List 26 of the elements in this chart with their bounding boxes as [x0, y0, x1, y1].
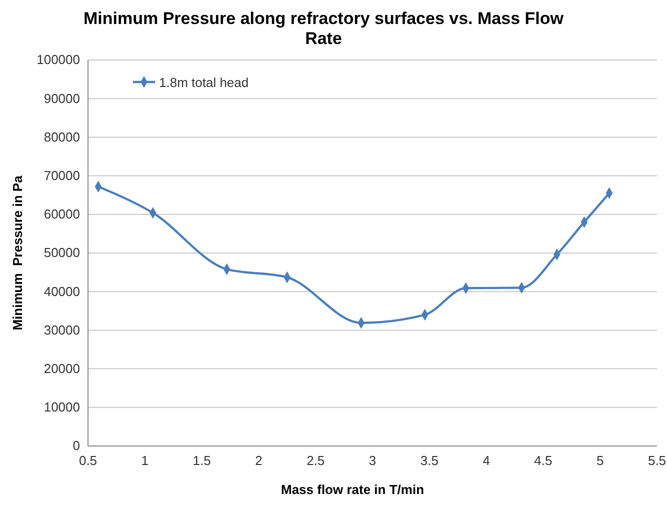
x-axis-title: Mass flow rate in T/min	[280, 482, 424, 497]
y-tick-label: 60000	[44, 206, 80, 222]
x-tick-label: 0.5	[78, 453, 98, 468]
x-tick-label: 5.5	[648, 453, 666, 468]
y-tick-label: 50000	[44, 245, 80, 260]
y-tick-label: 0	[72, 438, 80, 454]
y-tick-label: 40000	[44, 284, 80, 299]
y-tick-label: 80000	[44, 129, 80, 144]
y-axis-title: Minimum Pressure in Pa	[10, 174, 25, 330]
legend-label: 1.8m total head	[159, 75, 249, 90]
x-tick-label: 5	[596, 453, 604, 468]
y-tick-label: 100000	[36, 52, 80, 68]
y-tick-label: 20000	[44, 360, 80, 376]
y-tick-label: 30000	[44, 322, 80, 338]
x-tick-label: 1.5	[192, 453, 211, 468]
x-tick-label: 4.5	[534, 453, 552, 468]
x-tick-label: 2.5	[306, 453, 325, 468]
chart-title: Minimum Pressure along refractory surfaces vs. Mass Flow Rate	[84, 9, 564, 48]
y-tick-label: 10000	[44, 400, 80, 415]
x-tick-label: 3	[368, 453, 376, 468]
y-tick-label: 70000	[44, 168, 80, 183]
x-tick-label: 1	[141, 453, 149, 468]
x-tick-label: 4	[482, 453, 490, 468]
x-tick-label: 3.5	[420, 453, 438, 468]
x-tick-label: 2	[255, 453, 262, 468]
y-tick-label: 90000	[44, 90, 80, 106]
